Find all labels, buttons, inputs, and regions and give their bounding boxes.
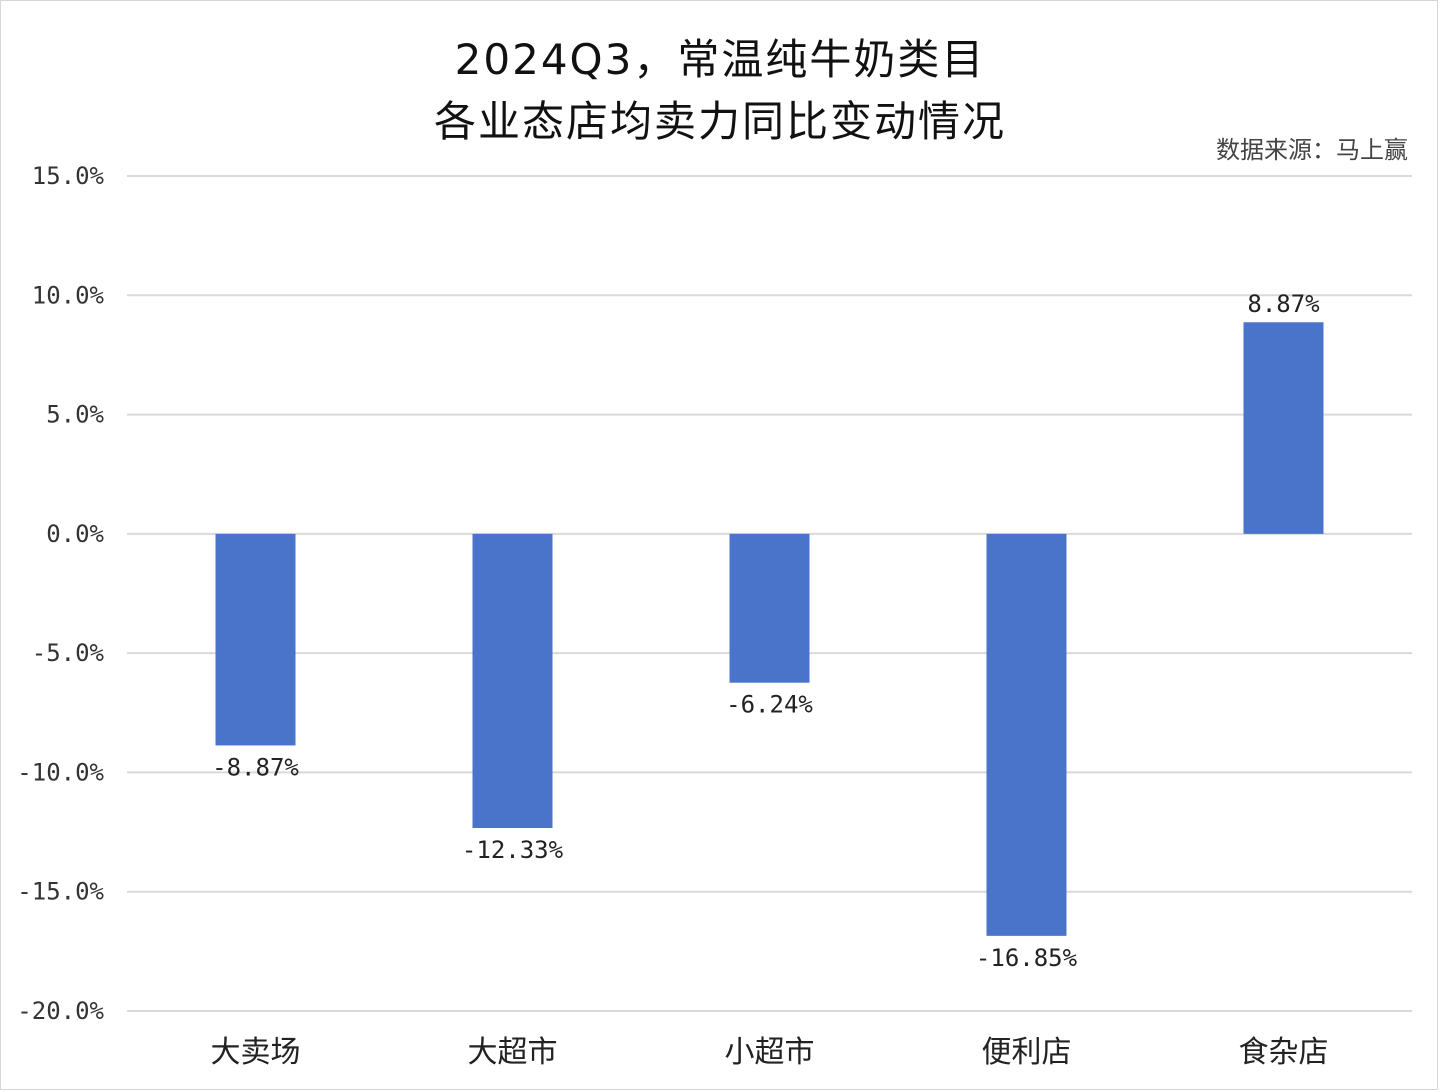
data-label: -16.85% (976, 944, 1078, 972)
data-source-note: 数据来源：马上赢 (1216, 136, 1408, 164)
x-category-label: 便利店 (982, 1035, 1072, 1070)
y-tick-label: -20.0% (17, 997, 104, 1025)
data-label: 8.87% (1247, 290, 1320, 318)
bar (472, 533, 553, 829)
bar (215, 533, 296, 746)
bar (986, 533, 1067, 936)
x-category-label: 大超市 (468, 1035, 558, 1070)
x-category-label: 食杂店 (1239, 1035, 1329, 1070)
y-tick-label: 15.0% (32, 162, 105, 190)
y-tick-label: 0.0% (46, 520, 104, 548)
data-label: -12.33% (462, 836, 564, 864)
y-tick-label: 5.0% (46, 401, 104, 429)
y-tick-label: -10.0% (17, 758, 104, 786)
chart-title-line1: 2024Q3，常温纯牛奶类目 (454, 35, 986, 84)
x-category-label: 小超市 (725, 1035, 815, 1070)
y-tick-label: -5.0% (32, 639, 105, 667)
data-label: -8.87% (212, 753, 299, 781)
data-label: -6.24% (726, 691, 813, 719)
y-tick-label: 10.0% (32, 281, 105, 309)
chart-title-line2: 各业态店均卖力同比变动情况 (433, 97, 1006, 146)
x-category-label: 大卖场 (211, 1035, 301, 1070)
bar (1243, 322, 1324, 534)
y-tick-label: -15.0% (17, 878, 104, 906)
bar (729, 533, 810, 683)
